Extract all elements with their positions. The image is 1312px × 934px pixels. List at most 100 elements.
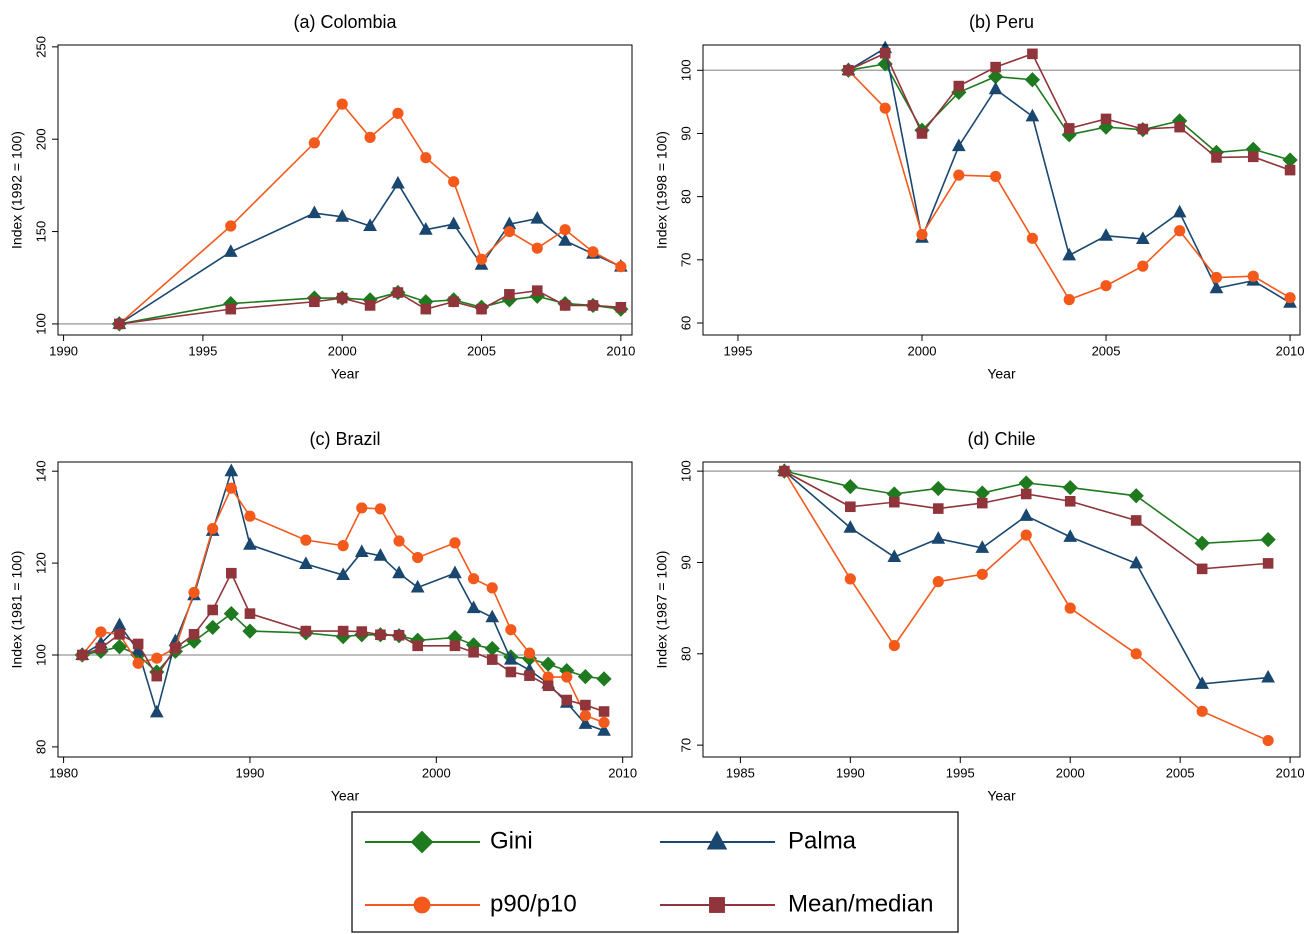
data-point [207,523,219,535]
x-tick-label: 2010 [1276,343,1305,358]
y-tick-label: 90 [678,126,693,140]
data-point [393,629,405,641]
data-point [410,579,425,593]
data-point [953,169,965,181]
data-point [448,565,462,579]
data-point [1063,123,1075,134]
data-point [845,501,856,513]
x-tick-label: 1985 [726,765,755,780]
data-point [300,534,312,546]
data-point [1027,48,1038,60]
data-point [309,296,320,308]
x-tick-label: 2010 [1276,765,1305,780]
data-point [889,496,900,508]
plot-frame [702,44,1301,336]
data-point [976,497,988,509]
data-point [356,502,368,514]
x-tick-label: 2000 [908,343,937,358]
data-point [476,303,487,315]
data-point [916,128,928,139]
data-point [1100,113,1112,125]
data-point [1100,280,1112,292]
data-point [356,626,368,637]
data-point [1020,488,1032,500]
y-tick-label: 140 [33,460,48,482]
data-point [418,222,433,235]
data-point [151,652,163,664]
data-point [1174,121,1185,133]
data-point [225,482,237,494]
data-point [1261,669,1275,683]
data-point [579,710,592,722]
data-point [990,170,1002,183]
plot-frame [702,461,1301,758]
data-point [953,80,965,92]
data-point [188,629,200,640]
data-point [243,537,257,550]
y-tick-label: 100 [678,59,693,81]
data-point [374,503,387,515]
y-axis-label: Index (1998 = 100) [654,131,670,249]
data-point [223,606,239,622]
data-point [1137,260,1149,272]
data-point [420,152,432,164]
data-point [364,300,376,311]
data-point [412,551,424,564]
data-point [504,651,518,665]
data-point [448,176,460,188]
data-point [561,694,573,706]
data-point [170,642,181,654]
y-tick-label: 100 [678,460,693,482]
data-point [975,540,990,553]
plot-frame [57,44,633,336]
data-point [205,619,221,636]
data-point [842,479,858,495]
series-line [783,470,1269,570]
data-point [524,670,535,681]
data-point [1019,508,1034,521]
data-point [207,604,218,616]
data-point [1024,72,1041,88]
data-point [1260,532,1276,548]
series-line [81,468,605,732]
data-point [504,289,515,300]
x-tick-label: 1990 [836,765,865,780]
y-tick-label: 100 [33,313,48,335]
y-tick-label: 90 [678,555,693,569]
legend-label: Palma [788,827,857,854]
series-line [118,182,622,325]
y-tick-label: 250 [33,36,48,58]
data-point [1135,231,1150,244]
data-point [531,285,543,296]
y-tick-label: 100 [33,644,48,666]
data-point [392,107,404,119]
x-tick-label: 1995 [188,343,217,358]
data-point [392,565,406,579]
data-point [446,216,461,230]
data-point [1172,204,1187,218]
legend-marker [709,897,725,913]
data-point [114,629,125,640]
y-tick-label: 120 [33,552,48,574]
data-point [226,567,237,579]
data-point [242,623,258,639]
data-point [1210,271,1223,284]
data-point [336,292,348,304]
data-point [337,540,349,552]
data-point [95,626,107,638]
data-point [420,303,432,315]
data-point [1194,535,1210,551]
data-point [375,629,386,641]
data-point [587,300,599,311]
y-axis-label: Index (1992 = 100) [9,131,25,249]
x-tick-label: 2005 [1166,765,1195,780]
data-point [587,246,599,258]
x-axis-label: Year [331,788,360,804]
data-point [988,81,1003,95]
data-point [1284,164,1296,176]
data-point [1062,247,1077,261]
data-point [484,640,500,657]
data-point [393,535,405,547]
data-point [299,556,313,570]
data-point [336,98,348,110]
